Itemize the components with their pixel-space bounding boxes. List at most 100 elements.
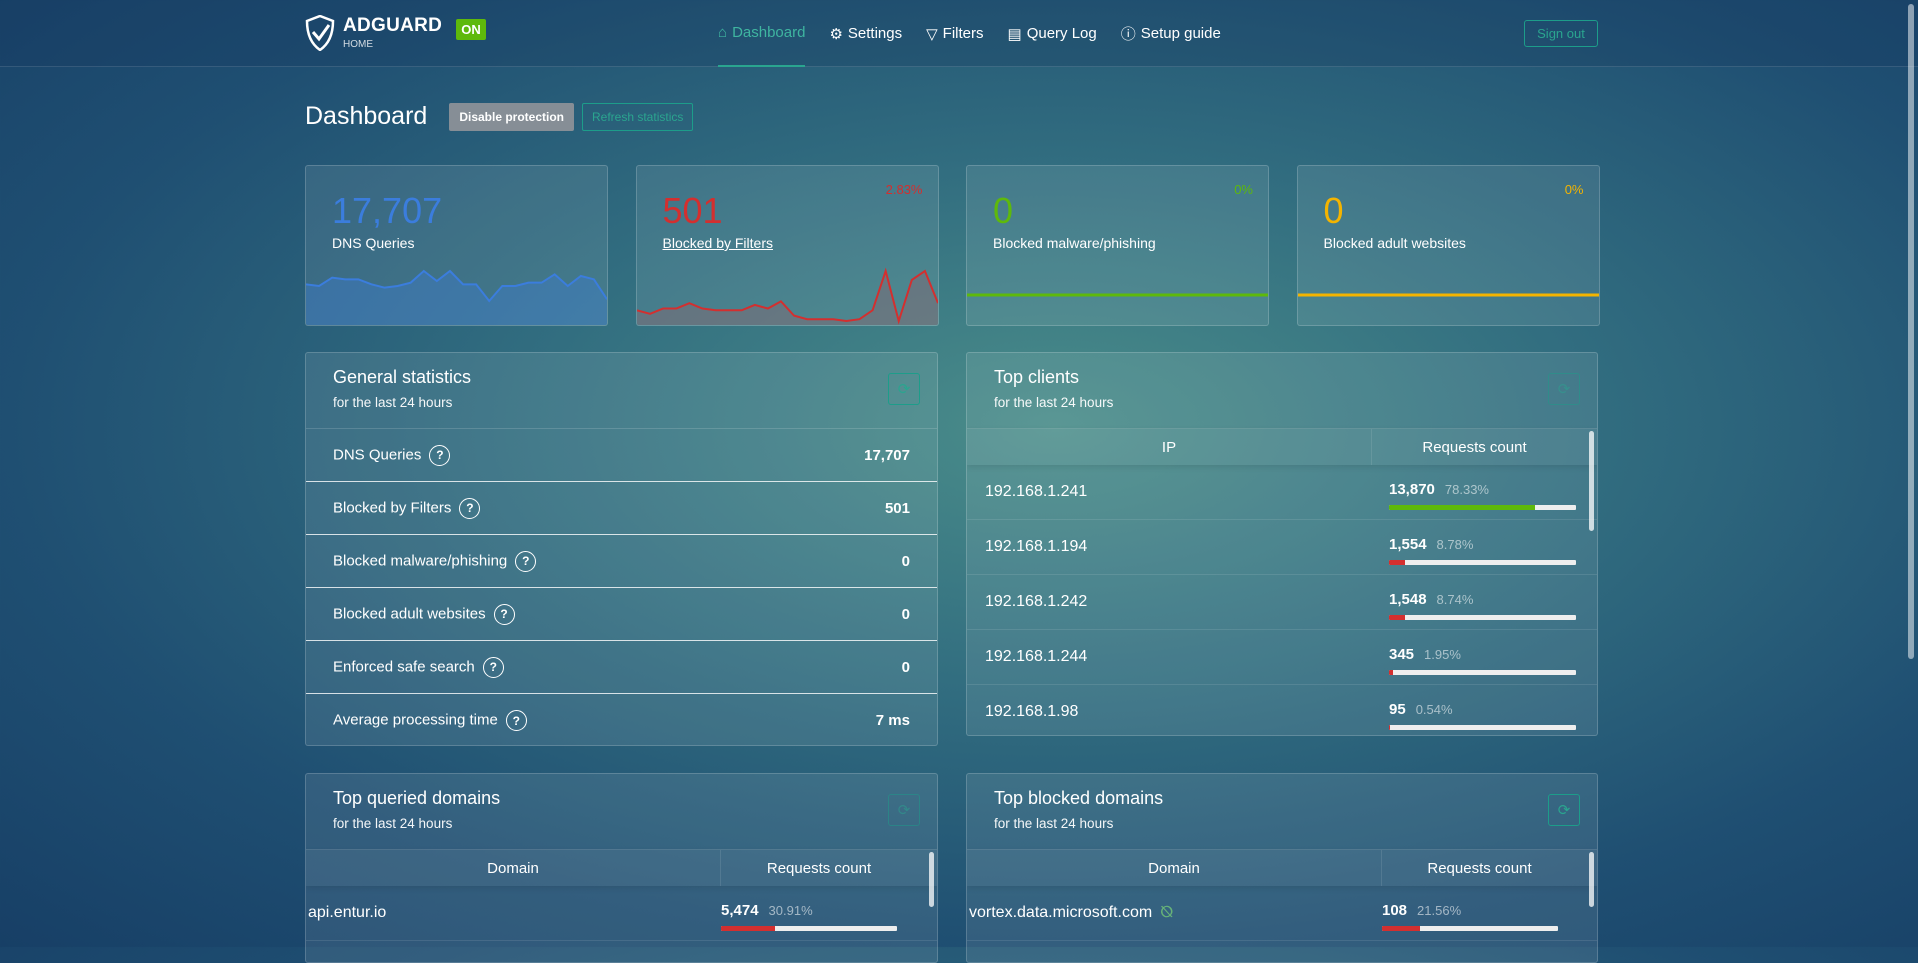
- table-row: 192.168.1.244 345 1.95%: [967, 630, 1597, 685]
- nav-dashboard[interactable]: ⌂ Dashboard: [718, 0, 806, 67]
- panel-subtitle: for the last 24 hours: [333, 816, 453, 831]
- request-percent: 21.56%: [1417, 902, 1462, 918]
- nav-label: Settings: [847, 25, 903, 42]
- sparkline-chart: [1297, 293, 1599, 297]
- counter-card: 501 Blocked by Filters 2.83%: [635, 165, 939, 326]
- row-ip[interactable]: 192.168.1.194: [985, 538, 1088, 555]
- stat-label: DNS Queries: [333, 445, 422, 463]
- refresh-button[interactable]: ⟳: [888, 794, 920, 826]
- table-row: api.entur.io 5,474 30.91%: [306, 886, 937, 941]
- counter-value: 17,707: [332, 190, 443, 231]
- refresh-icon: ⟳: [1557, 802, 1571, 819]
- stat-row: Enforced safe search? 0: [306, 641, 937, 694]
- panel-title: Top clients: [994, 367, 1080, 387]
- row-ip[interactable]: 192.168.1.98: [985, 703, 1079, 720]
- counter-percent: 0%: [1564, 182, 1584, 197]
- stat-row: Blocked malware/phishing? 0: [306, 535, 937, 588]
- progress-bar: [1389, 724, 1576, 730]
- stat-label: Blocked malware/phishing: [333, 551, 508, 569]
- column-header[interactable]: Requests count: [766, 859, 872, 877]
- top-blocked-domains-panel: Top blocked domains for the last 24 hour…: [966, 773, 1598, 963]
- refresh-button[interactable]: ⟳: [888, 373, 920, 405]
- logo-text: ADGUARD: [343, 14, 443, 36]
- page-scrollbar[interactable]: [1908, 4, 1914, 659]
- stat-value: 7 ms: [875, 712, 910, 729]
- request-percent: 1.95%: [1424, 646, 1461, 662]
- scrollbar[interactable]: [929, 852, 934, 907]
- document-icon: ▤: [1007, 25, 1022, 43]
- row-domain[interactable]: vortex.data.microsoft.com: [969, 904, 1153, 921]
- counter-value: 0: [1323, 190, 1344, 231]
- request-count: 5,474: [721, 901, 759, 919]
- sparkline-chart: [636, 267, 938, 325]
- sparkline-area: [306, 271, 607, 325]
- help-icon[interactable]: ?: [515, 550, 537, 572]
- stat-row: Average processing time? 7 ms: [306, 694, 937, 745]
- nav-settings[interactable]: ⚙ Settings: [829, 0, 902, 67]
- filter-icon: ▽: [926, 25, 938, 43]
- column-header[interactable]: IP: [967, 429, 1372, 465]
- progress-bar: [721, 925, 897, 931]
- scrollbar[interactable]: [1589, 431, 1594, 531]
- stat-value: 501: [884, 499, 910, 517]
- scrollbar[interactable]: [1589, 852, 1594, 907]
- help-icon: ⓘ: [1120, 26, 1136, 43]
- help-icon[interactable]: ?: [459, 497, 481, 519]
- top-clients-panel: Top clients for the last 24 hours ⟳ IP Re…: [966, 352, 1598, 736]
- help-icon[interactable]: ?: [505, 710, 527, 731]
- general-statistics-panel: General statistics for the last 24 hours…: [305, 352, 938, 746]
- stat-value: 17,707: [864, 446, 910, 464]
- help-icon[interactable]: ?: [482, 656, 504, 678]
- top-navbar: ADGUARD HOME ON ⌂ Dashboard ⚙ Settings ▽ Fil…: [0, 0, 1918, 67]
- logo[interactable]: ADGUARD HOME ON: [305, 15, 486, 51]
- column-header[interactable]: Domain: [967, 850, 1382, 886]
- gear-icon: ⚙: [829, 25, 843, 43]
- row-domain[interactable]: api.entur.io: [308, 904, 387, 921]
- panel-subtitle: for the last 24 hours: [333, 395, 453, 410]
- refresh-statistics-button[interactable]: Refresh statistics: [582, 102, 694, 131]
- sparkline-line: [636, 267, 938, 325]
- row-ip[interactable]: 192.168.1.241: [985, 483, 1088, 500]
- request-count: 1,548: [1389, 590, 1427, 608]
- column-header[interactable]: Requests count: [1427, 859, 1532, 877]
- table-row: 192.168.1.194 1,554 8.78%: [967, 520, 1597, 575]
- counter-percent: 0%: [1234, 182, 1253, 197]
- nav-label: Setup guide: [1140, 25, 1221, 42]
- counter-label[interactable]: Blocked by Filters: [662, 235, 773, 251]
- stat-row: Blocked adult websites? 0: [306, 588, 937, 641]
- help-icon[interactable]: ?: [429, 444, 451, 466]
- row-ip[interactable]: 192.168.1.242: [985, 593, 1088, 610]
- column-header[interactable]: Requests count: [1422, 438, 1527, 456]
- stat-value: 0: [901, 552, 910, 570]
- privacy-tracker-icon[interactable]: ⦰: [1160, 904, 1174, 921]
- stat-value: 0: [901, 658, 910, 676]
- request-percent: 0.54%: [1415, 701, 1453, 717]
- request-count: 13,870: [1389, 480, 1435, 498]
- row-ip[interactable]: 192.168.1.244: [985, 648, 1088, 665]
- refresh-button[interactable]: ⟳: [1548, 373, 1580, 405]
- sign-out-button[interactable]: Sign out: [1524, 20, 1598, 47]
- request-percent: 30.91%: [768, 902, 813, 918]
- request-count: 95: [1389, 700, 1406, 718]
- nav-setup-guide[interactable]: ⓘ Setup guide: [1121, 0, 1221, 67]
- column-header[interactable]: Domain: [306, 850, 721, 886]
- main-nav: ⌂ Dashboard ⚙ Settings ▽ Filters ▤ Query Log…: [718, 0, 1245, 67]
- progress-fill: [1389, 669, 1393, 675]
- progress-fill: [1389, 614, 1406, 620]
- sparkline-chart: [967, 293, 1268, 297]
- table-header: Domain Requests count: [967, 850, 1597, 886]
- panel-title: Top blocked domains: [994, 788, 1164, 808]
- nav-filters[interactable]: ▽ Filters: [926, 0, 983, 67]
- table-row: 192.168.1.241 13,870 78.33%: [967, 465, 1597, 520]
- counter-value: 0: [993, 190, 1014, 231]
- help-icon[interactable]: ?: [493, 603, 515, 625]
- nav-query-log[interactable]: ▤ Query Log: [1008, 0, 1097, 67]
- counter-value: 501: [662, 190, 723, 231]
- refresh-button[interactable]: ⟳: [1548, 794, 1580, 826]
- request-count: 1,554: [1389, 535, 1427, 553]
- counter-label: Blocked adult websites: [1323, 235, 1466, 251]
- counter-percent: 2.83%: [885, 182, 923, 197]
- request-percent: 8.78%: [1436, 536, 1474, 552]
- panel-subtitle: for the last 24 hours: [994, 816, 1114, 831]
- disable-protection-button[interactable]: Disable protection: [449, 102, 574, 131]
